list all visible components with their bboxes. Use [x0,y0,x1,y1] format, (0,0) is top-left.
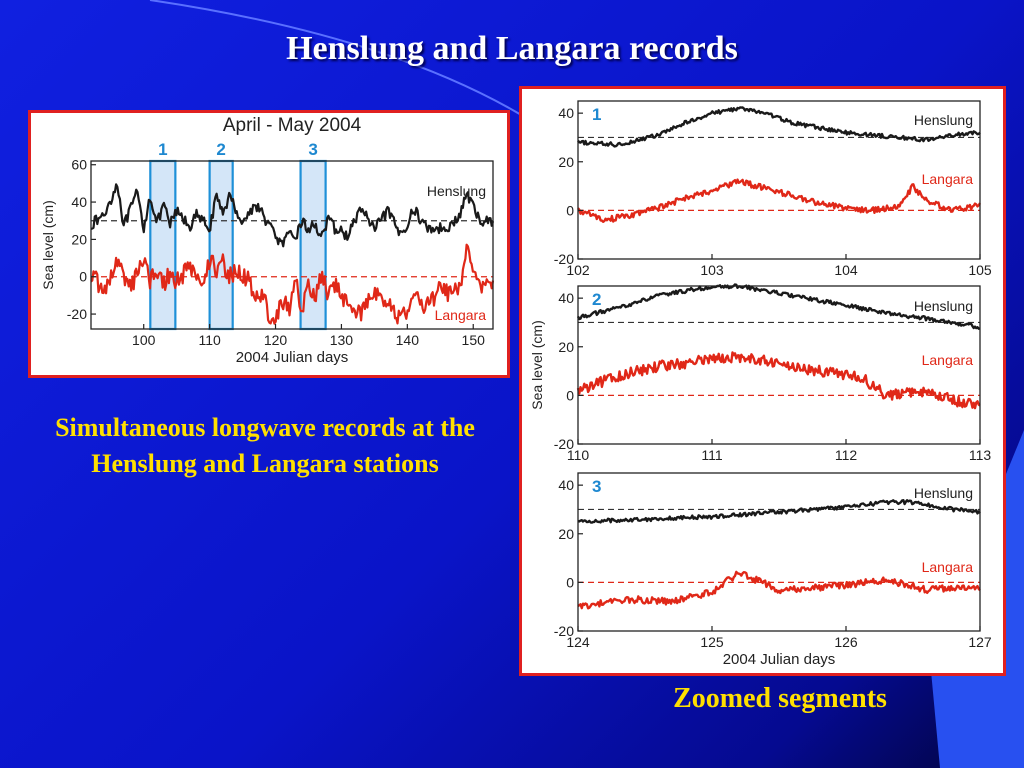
plot-frame [577,472,981,632]
chart-3: Henslung Langara -20 0 20 40 124 125 126 127 3 2004… [554,472,992,668]
y-tick-label: 20 [558,526,574,542]
x-tick-label: 110 [567,447,590,463]
plot-frame [577,285,981,445]
highlight-band-2 [208,159,234,331]
highlight-band-label-1: 1 [158,140,167,159]
y-tick-label: 40 [558,477,574,493]
legend-henslung: Henslung [914,298,973,314]
chart-1: Henslung Langara -20 0 20 40 102 103 104 105 1 [554,100,992,278]
y-tick-label: -20 [554,623,574,639]
segment-label: 2 [592,290,601,309]
chart-0: 1 2 3 Henslung Langara -20 0 20 40 60 100 110 120 130… [40,115,495,366]
segment-label: 3 [592,477,601,496]
y-tick-label: 0 [566,387,574,403]
x-tick-label: 126 [834,634,858,650]
y-tick-label: 40 [558,105,574,121]
series-line-henslung [577,499,981,524]
x-tick-label: 120 [264,332,288,348]
x-tick-label: 124 [566,634,590,650]
y-tick-label: 0 [566,202,574,218]
x-tick-label: 130 [330,332,354,348]
x-tick-label: 104 [834,262,858,278]
series-line-langara [576,351,981,410]
overview-chart: 1 2 3 Henslung Langara -20 0 20 40 60 100 110 120 130… [40,115,495,366]
y-tick-label: 20 [558,339,574,355]
x-tick-label: 150 [462,332,486,348]
y-tick-label: 40 [71,194,87,210]
x-tick-label: 140 [396,332,420,348]
x-tick-label: 110 [198,332,221,348]
chart-title: April - May 2004 [223,115,362,136]
x-tick-label: 113 [969,447,992,463]
y-tick-label: -20 [67,306,87,322]
plot-frame [90,160,494,330]
legend-langara: Langara [435,307,487,323]
segment-label: 1 [592,105,601,124]
x-tick-label: 125 [700,634,724,650]
legend-henslung: Henslung [427,183,486,199]
overview-chart-panel: 1 2 3 Henslung Langara -20 0 20 40 60 100 110 120 130… [28,110,510,378]
slide-title: Henslung and Langara records [286,30,738,67]
series-line-henslung [576,283,981,330]
series-line-langara [577,570,981,610]
highlight-band-label-3: 3 [308,140,317,159]
y-tick-label: 60 [71,157,87,173]
y-tick-label: 20 [71,231,87,247]
x-tick-label: 111 [701,447,722,463]
y-tick-label: 0 [79,269,87,285]
x-tick-label: 127 [968,634,992,650]
legend-henslung: Henslung [914,112,973,128]
y-axis-label: Sea level (cm) [529,320,545,409]
zoomed-segments-panel: Henslung Langara -20 0 20 40 102 103 104 105 1 Hens… [519,86,1006,676]
y-tick-label: 0 [566,574,574,590]
highlight-band-label-2: 2 [216,140,225,159]
x-axis-label: 2004 Julian days [723,651,836,668]
chart-2: Henslung Langara -20 0 20 40 110 111 112 113 2 Sea … [529,283,992,463]
legend-langara: Langara [922,559,974,575]
y-axis-label: Sea level (cm) [40,200,56,289]
legend-langara: Langara [922,171,974,187]
legend-henslung: Henslung [914,485,973,501]
series-line-langara [577,178,982,223]
y-tick-label: 20 [558,154,574,170]
right-caption: Zoomed segments [673,683,887,714]
series-line-langara [90,243,495,325]
highlight-band-1 [149,159,177,331]
series-line-henslung [577,106,981,148]
x-tick-label: 100 [132,332,156,348]
x-tick-label: 102 [566,262,590,278]
legend-langara: Langara [922,352,974,368]
x-tick-label: 112 [835,447,858,463]
x-axis-label: 2004 Julian days [236,349,349,366]
x-tick-label: 105 [968,262,992,278]
plot-frame [577,100,981,260]
series-line-henslung [90,183,495,248]
y-tick-label: -20 [554,251,574,267]
x-tick-label: 103 [700,262,724,278]
y-tick-label: 40 [558,290,574,306]
y-tick-label: -20 [554,436,574,452]
left-caption: Simultaneous longwave records at the Hen… [55,413,475,479]
